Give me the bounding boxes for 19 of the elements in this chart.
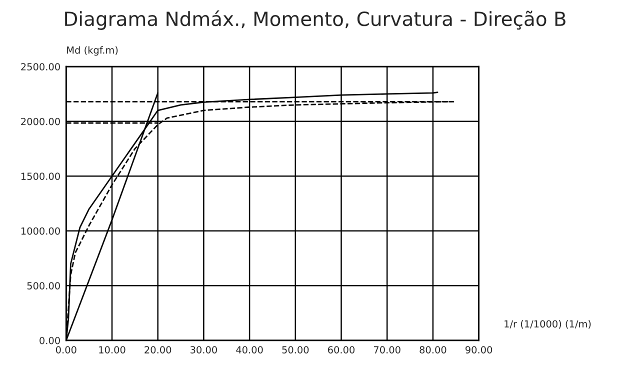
y-tick-label: 2000.00 bbox=[21, 118, 60, 126]
x-tick-label: 80.00 bbox=[420, 346, 446, 354]
y-tick-label: 0.00 bbox=[40, 336, 60, 344]
x-tick-label: 90.00 bbox=[465, 346, 492, 354]
x-tick-label: 50.00 bbox=[282, 346, 309, 354]
y-axis-title: Md (kgf.m) bbox=[67, 46, 118, 56]
chart-title: Diagrama Ndmáx., Momento, Curvatura - Direção B bbox=[65, 10, 566, 30]
x-tick-label: 30.00 bbox=[190, 346, 217, 354]
y-tick-label: 1000.00 bbox=[21, 227, 60, 235]
x-axis-title: 1/r (1/1000) (1/m) bbox=[504, 320, 591, 329]
y-tick-label: 500.00 bbox=[27, 282, 60, 290]
x-tick-label: 10.00 bbox=[99, 346, 126, 354]
y-tick-label: 2500.00 bbox=[21, 63, 60, 70]
y-tick-label: 1500.00 bbox=[21, 172, 60, 180]
x-tick-label: 20.00 bbox=[144, 346, 172, 354]
x-tick-label: 70.00 bbox=[374, 346, 400, 354]
x-tick-label: 60.00 bbox=[328, 346, 355, 354]
x-tick-label: 0.00 bbox=[56, 346, 76, 354]
x-tick-label: 40.00 bbox=[236, 346, 263, 354]
